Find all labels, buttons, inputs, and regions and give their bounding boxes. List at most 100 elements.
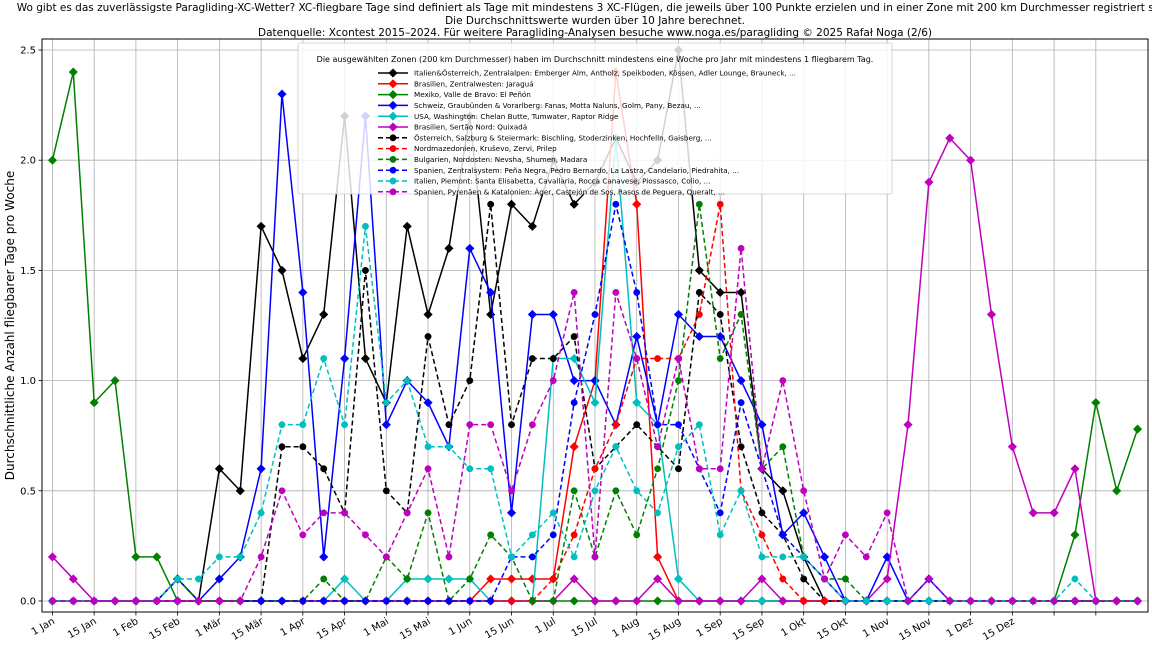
data-point: [389, 145, 397, 153]
data-point: [716, 200, 724, 208]
data-point: [569, 375, 579, 386]
data-point: [403, 377, 411, 385]
data-point: [174, 597, 182, 605]
data-point: [423, 574, 433, 584]
legend-entry: Bulgarien, Nordosten: Nevsha, Shumen, Ma…: [378, 155, 587, 164]
data-point: [278, 443, 286, 451]
data-point: [737, 244, 745, 252]
data-point: [381, 420, 391, 430]
legend-label: Österreich, Salzburg & Steiermark: Bisch…: [414, 133, 712, 142]
data-point: [508, 421, 515, 429]
data-point: [778, 596, 788, 606]
data-point: [362, 597, 369, 605]
data-point: [549, 355, 557, 363]
data-point: [388, 68, 398, 78]
chart-title-line-1: Wo gibt es das zuverlässigste Paraglidin…: [16, 2, 1152, 14]
data-point: [737, 311, 745, 318]
legend-label: Bulgarien, Nordosten: Nevsha, Shumen, Ma…: [414, 155, 587, 164]
data-point: [757, 596, 767, 606]
data-point: [757, 574, 767, 584]
data-point: [715, 287, 725, 298]
data-point: [388, 122, 398, 132]
data-point: [549, 377, 557, 385]
data-point: [612, 487, 620, 495]
data-point: [590, 375, 600, 386]
x-tick-label: 1 Okt: [779, 616, 808, 639]
data-point: [779, 553, 787, 561]
data-point: [69, 597, 77, 605]
data-point: [1070, 530, 1080, 540]
legend-label: Brasilien, Sertão Nord: Quixadá: [414, 123, 527, 132]
data-point: [528, 355, 536, 363]
data-point: [389, 134, 397, 142]
data-point: [298, 287, 308, 298]
data-point: [466, 597, 474, 605]
data-point: [569, 199, 579, 209]
data-point: [819, 552, 830, 562]
legend-box: [297, 42, 893, 195]
data-point: [632, 331, 642, 342]
data-point: [570, 553, 578, 561]
data-point: [925, 597, 933, 605]
data-point: [758, 509, 766, 517]
y-tick-label: 1.0: [20, 376, 36, 387]
chart-title-line-3: Datenquelle: Xcontest 2015–2024. Für wei…: [258, 27, 932, 39]
data-point: [278, 597, 286, 605]
data-point: [362, 531, 369, 539]
data-point: [654, 421, 662, 429]
data-point: [1007, 442, 1018, 452]
data-point: [903, 420, 913, 430]
data-point: [1028, 508, 1038, 518]
data-point: [486, 287, 496, 298]
data-point: [319, 552, 329, 562]
data-point: [632, 596, 642, 606]
data-point: [466, 377, 474, 385]
data-point: [486, 574, 496, 584]
data-point: [298, 353, 308, 364]
data-point: [549, 509, 557, 517]
data-point: [389, 166, 397, 174]
data-point: [214, 464, 225, 474]
data-point: [633, 355, 641, 363]
y-tick-label: 0.0: [20, 596, 36, 607]
data-point: [388, 89, 398, 100]
data-point: [778, 486, 788, 496]
data-point: [195, 597, 202, 605]
x-tick-label: 15 Feb: [148, 616, 183, 642]
data-point: [132, 597, 140, 605]
x-tick-label: 15 Jun: [483, 616, 516, 641]
data-point: [424, 333, 432, 340]
data-point: [256, 221, 266, 231]
data-point: [257, 509, 265, 517]
data-point: [590, 596, 600, 606]
data-point: [1134, 597, 1142, 605]
data-point: [487, 421, 495, 429]
data-point: [465, 243, 475, 254]
data-point: [632, 397, 642, 408]
data-point: [611, 596, 621, 606]
data-point: [652, 574, 663, 584]
data-point: [110, 375, 120, 386]
legend-label: Schweiz, Graubünden & Vorarlberg: Fanas,…: [414, 101, 701, 110]
data-point: [591, 487, 599, 495]
data-point: [737, 443, 745, 451]
data-point: [90, 597, 98, 605]
data-point: [215, 597, 223, 605]
data-point: [236, 597, 244, 605]
data-point: [362, 266, 369, 274]
data-point: [569, 596, 579, 606]
data-point: [652, 552, 663, 562]
data-point: [967, 597, 975, 605]
data-point: [548, 309, 558, 320]
data-point: [779, 575, 787, 583]
data-point: [68, 574, 78, 584]
data-point: [694, 596, 704, 606]
data-point: [403, 509, 411, 517]
data-point: [1112, 486, 1122, 496]
data-point: [673, 596, 684, 606]
data-point: [924, 177, 934, 187]
data-point: [487, 531, 495, 539]
x-tick-label: 1 Mai: [362, 616, 391, 639]
data-point: [1071, 575, 1079, 583]
data-point: [654, 443, 662, 451]
